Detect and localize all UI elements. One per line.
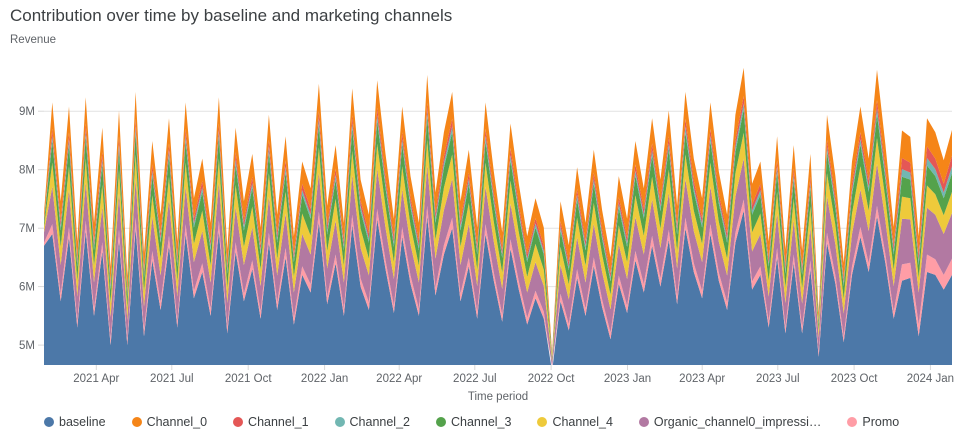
y-tick-label: 7M xyxy=(19,223,35,235)
area-layer-Channel_1 xyxy=(44,96,952,357)
chart-legend: baseline Channel_0 Channel_1 Channel_2 Chann… xyxy=(44,415,899,429)
legend-label: Promo xyxy=(862,415,900,429)
legend-item-Channel_1[interactable]: Channel_1 xyxy=(233,415,309,429)
legend-label: Channel_3 xyxy=(450,415,512,429)
area-layer-Channel_3 xyxy=(44,109,952,360)
legend-item-Promo[interactable]: Promo xyxy=(847,415,899,429)
x-tick-label: 2021 Oct xyxy=(225,373,272,385)
x-tick-label: 2022 Apr xyxy=(376,373,422,385)
x-tick-label: 2023 Jul xyxy=(756,373,799,385)
area-layer-Channel_2 xyxy=(44,103,952,357)
x-tick-label: 2022 Oct xyxy=(528,373,575,385)
legend-dot-icon xyxy=(847,417,858,427)
legend-dot-icon xyxy=(334,417,345,427)
y-tick-label: 9M xyxy=(19,106,35,118)
legend-label: Channel_0 xyxy=(146,415,208,429)
area-layer-Channel_0 xyxy=(44,67,952,356)
y-tick-label: 6M xyxy=(19,282,35,294)
y-tick-label: 5M xyxy=(19,340,35,352)
legend-dot-icon xyxy=(233,417,244,427)
legend-label: Channel_4 xyxy=(552,415,613,429)
x-tick-label: 2023 Apr xyxy=(679,373,725,385)
legend-item-baseline[interactable]: baseline xyxy=(44,415,106,429)
legend-dot-icon xyxy=(44,417,54,427)
legend-label: Organic_channel0_impressi… xyxy=(653,415,822,429)
x-tick-label: 2023 Jan xyxy=(604,373,651,385)
legend-dot-icon xyxy=(435,417,446,427)
legend-label: baseline xyxy=(59,415,106,429)
x-axis-title: Time period xyxy=(468,391,528,403)
legend-item-Channel_4[interactable]: Channel_4 xyxy=(537,415,613,429)
y-axis-title: Revenue xyxy=(10,34,57,46)
x-tick-label: 2022 Jul xyxy=(453,373,496,385)
legend-dot-icon xyxy=(537,417,548,427)
x-tick-label: 2022 Jan xyxy=(301,373,348,385)
legend-item-Channel_0[interactable]: Channel_0 xyxy=(131,415,208,429)
legend-item-Channel_3[interactable]: Channel_3 xyxy=(435,415,512,429)
x-tick-label: 2021 Jul xyxy=(150,373,193,385)
chart-title: Contribution over time by baseline and m… xyxy=(10,6,453,25)
legend-label: Channel_1 xyxy=(248,415,309,429)
area-layer-baseline xyxy=(44,210,952,365)
y-tick-label: 8M xyxy=(19,165,35,177)
legend-item-Channel_2[interactable]: Channel_2 xyxy=(334,415,410,429)
legend-dot-icon xyxy=(131,417,142,427)
legend-dot-icon xyxy=(638,417,649,427)
x-tick-label: 2021 Apr xyxy=(73,373,119,385)
legend-label: Channel_2 xyxy=(349,415,410,429)
legend-item-Organic_channel0_impressi[interactable]: Organic_channel0_impressi… xyxy=(638,415,822,429)
x-tick-label: 2024 Jan xyxy=(907,373,954,385)
area-layers xyxy=(44,67,952,365)
stacked-area-chart: 2021 Apr 2021 Jul 2021 Oct 2022 Jan 2022 Apr… xyxy=(19,67,954,403)
x-tick-label: 2023 Oct xyxy=(831,373,878,385)
